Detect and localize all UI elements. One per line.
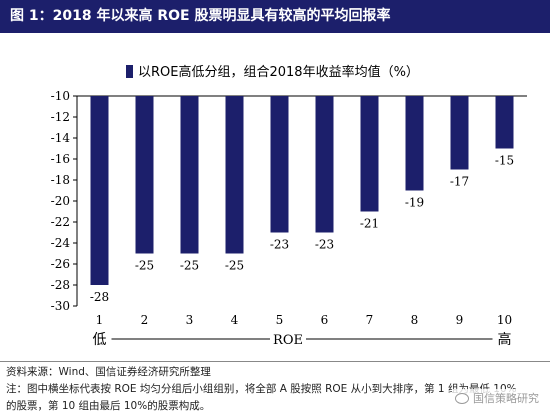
data-label: -25 (225, 259, 244, 273)
y-tick-label: -14 (51, 131, 71, 145)
data-label: -25 (135, 259, 154, 273)
y-tick-label: -12 (51, 110, 70, 124)
y-tick-label: -10 (51, 89, 70, 103)
x-ticks: 1 2 3 4 5 6 7 8 9 10 (96, 313, 512, 327)
wechat-icon (455, 392, 469, 404)
x-tick-label: 3 (186, 313, 194, 327)
y-tick-label: -18 (51, 173, 70, 187)
bar (270, 96, 289, 233)
watermark-text: 国信策略研究 (473, 392, 539, 405)
x-tick-label: 10 (497, 313, 512, 327)
bar (225, 96, 244, 254)
x-axis-title: ROE (273, 333, 303, 348)
bars (90, 96, 514, 285)
bar (360, 96, 379, 212)
watermark: 国信策略研究 (452, 389, 542, 407)
y-tick-label: -20 (51, 194, 70, 208)
bar (180, 96, 199, 254)
legend-label: 以ROE高低分组，组合2018年收益率均值（%） (138, 64, 419, 80)
y-ticks: -10 -12 -14 -16 -18 -20 -22 -24 -26 -28 -30 (51, 89, 77, 313)
data-label: -23 (270, 238, 289, 252)
x-high-label: 高 (498, 331, 512, 348)
data-label: -25 (180, 259, 199, 273)
y-tick-label: -26 (51, 257, 70, 271)
data-label: -28 (90, 290, 109, 304)
y-tick-label: -30 (51, 299, 70, 313)
data-label: -15 (495, 154, 514, 168)
explanation-note-2: 的股票，第 10 组由最后 10%的股票构成。 (6, 400, 211, 412)
legend: 以ROE高低分组，组合2018年收益率均值（%） (126, 64, 419, 80)
x-tick-label: 1 (96, 313, 104, 327)
y-tick-label: -24 (51, 236, 71, 250)
y-tick-label: -16 (51, 152, 70, 166)
bar (90, 96, 109, 285)
bar (495, 96, 514, 149)
data-label: -23 (315, 238, 334, 252)
footer: 资料来源：Wind、国信证券经济研究所整理 注：图中横坐标代表按 ROE 均匀分… (0, 361, 550, 415)
x-tick-label: 6 (321, 313, 329, 327)
x-tick-label: 5 (276, 313, 284, 327)
x-tick-label: 2 (141, 313, 149, 327)
data-label: -19 (405, 196, 424, 210)
data-labels: -28 -25 -25 -25 -23 -23 -21 -19 -17 -15 (90, 154, 514, 305)
bar-chart: 以ROE高低分组，组合2018年收益率均值（%） -10 -12 -14 -16 -18… (51, 64, 527, 348)
x-low-label: 低 (93, 332, 107, 348)
bar (135, 96, 154, 254)
x-tick-label: 4 (231, 313, 239, 327)
x-tick-label: 9 (456, 313, 464, 327)
bar (405, 96, 424, 191)
legend-swatch (126, 65, 133, 78)
y-tick-label: -22 (51, 215, 70, 229)
y-tick-label: -28 (51, 278, 70, 292)
data-label: -17 (450, 175, 469, 189)
bar (450, 96, 469, 170)
source-note: 资料来源：Wind、国信证券经济研究所整理 (6, 366, 211, 378)
bar (315, 96, 334, 233)
figure-title: 图 1：2018 年以来高 ROE 股票明显具有较高的平均回报率 (0, 0, 550, 33)
data-label: -21 (360, 217, 379, 231)
x-tick-label: 7 (366, 313, 374, 327)
explanation-note-1: 注：图中横坐标代表按 ROE 均匀分组后小组组别，将全部 A 股按照 ROE 从… (6, 383, 517, 395)
x-tick-label: 8 (411, 313, 419, 327)
x-axis-labels: 低 高 ROE (93, 331, 512, 348)
